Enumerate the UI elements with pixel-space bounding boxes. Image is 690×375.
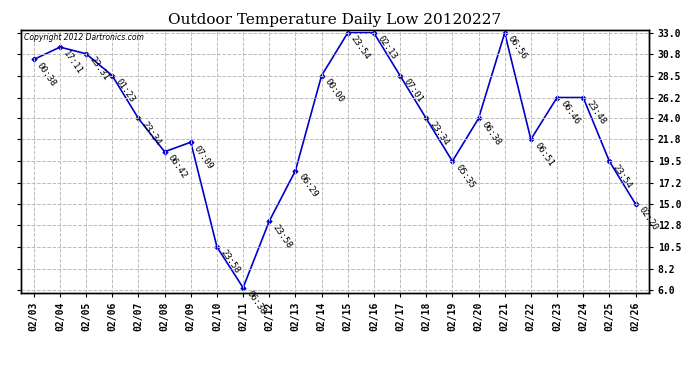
Text: 23:54: 23:54 <box>349 34 372 62</box>
Text: 06:38: 06:38 <box>480 120 503 147</box>
Text: 23:54: 23:54 <box>611 163 633 190</box>
Text: 06:56: 06:56 <box>506 34 529 62</box>
Text: 00:38: 00:38 <box>35 61 58 88</box>
Text: 01:23: 01:23 <box>114 77 137 104</box>
Text: 23:31: 23:31 <box>88 55 110 82</box>
Text: 23:34: 23:34 <box>140 120 163 147</box>
Text: 23:48: 23:48 <box>584 99 607 126</box>
Title: Outdoor Temperature Daily Low 20120227: Outdoor Temperature Daily Low 20120227 <box>168 13 501 27</box>
Text: 06:29: 06:29 <box>297 172 319 200</box>
Text: Copyright 2012 Dartronics.com: Copyright 2012 Dartronics.com <box>24 33 144 42</box>
Text: 06:38: 06:38 <box>244 289 267 316</box>
Text: 02:20: 02:20 <box>637 206 660 232</box>
Text: 06:51: 06:51 <box>532 141 555 168</box>
Text: 07:09: 07:09 <box>192 144 215 171</box>
Text: 23:34: 23:34 <box>428 120 451 147</box>
Text: 02:13: 02:13 <box>375 34 398 62</box>
Text: 17:11: 17:11 <box>61 48 84 76</box>
Text: 23:58: 23:58 <box>270 222 293 250</box>
Text: 07:01: 07:01 <box>402 77 424 104</box>
Text: 00:00: 00:00 <box>323 77 346 104</box>
Text: 05:35: 05:35 <box>454 163 477 190</box>
Text: 23:58: 23:58 <box>218 248 241 275</box>
Text: 06:42: 06:42 <box>166 153 189 180</box>
Text: 06:46: 06:46 <box>558 99 581 126</box>
